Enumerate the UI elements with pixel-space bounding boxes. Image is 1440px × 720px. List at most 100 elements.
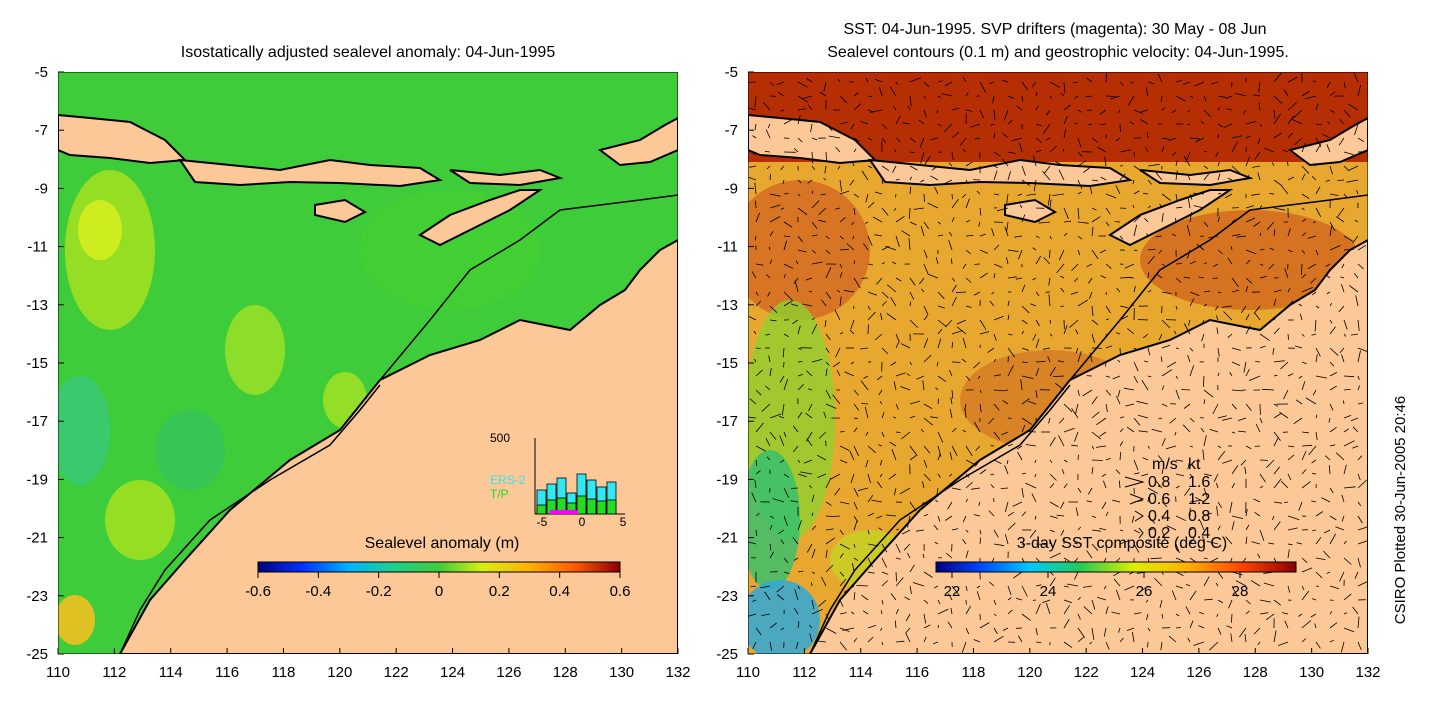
velocity-vector (860, 380, 869, 391)
velocity-vector (853, 103, 862, 111)
velocity-vector (1115, 137, 1121, 142)
velocity-vector (1031, 81, 1037, 88)
velocity-vector (874, 333, 883, 341)
velocity-vector (962, 263, 967, 269)
velocity-vector (1056, 514, 1065, 517)
velocity-vector (951, 487, 961, 491)
velocity-vector (1147, 248, 1156, 251)
velocity-vector (1105, 333, 1108, 338)
velocity-vector (1035, 360, 1046, 363)
velocity-vector (1021, 543, 1026, 546)
velocity-vector (959, 137, 967, 146)
velocity-vector (1105, 345, 1113, 349)
velocity-vector (1189, 445, 1194, 448)
velocity-vector (765, 385, 771, 391)
velocity-vector (1279, 411, 1289, 419)
velocity-vector (1111, 611, 1121, 615)
velocity-vector (1273, 327, 1280, 335)
velocity-vector (1280, 361, 1289, 370)
velocity-vector (1301, 165, 1310, 174)
velocity-vector (1189, 260, 1196, 265)
right-colorbar-label: 3-day SST composite (deg C) (1017, 535, 1227, 552)
velocity-vector (1252, 165, 1261, 168)
velocity-vector (1133, 151, 1135, 157)
velocity-vector (1007, 300, 1010, 307)
velocity-vector (978, 221, 981, 227)
velocity-vector (769, 319, 777, 322)
velocity-vector (755, 627, 762, 636)
velocity-vector (797, 459, 801, 463)
velocity-vector (879, 459, 883, 466)
velocity-vector (792, 536, 799, 545)
velocity-vector (1280, 480, 1289, 489)
velocity-vector (844, 371, 855, 377)
velocity-vector (1287, 527, 1298, 531)
velocity-vector (1034, 459, 1037, 464)
plotted-timestamp: CSIRO Plotted 30-Jun-2005 20:46 (1392, 396, 1409, 624)
velocity-vector (1343, 440, 1355, 447)
velocity-vector (783, 192, 789, 195)
velocity-vector (935, 387, 939, 391)
velocity-vector (1185, 606, 1191, 615)
velocity-vector (1312, 529, 1317, 532)
velocity-vector (1182, 81, 1191, 86)
velocity-vector (1273, 229, 1276, 237)
velocity-vector (1335, 452, 1345, 461)
velocity-vector (1343, 464, 1347, 475)
velocity-vector (749, 398, 757, 405)
velocity-vector (776, 594, 785, 601)
velocity-vector (1183, 156, 1191, 167)
velocity-vector (1227, 333, 1233, 339)
velocity-vector (1126, 426, 1135, 433)
velocity-vector (1340, 641, 1345, 653)
velocity-vector (1329, 245, 1341, 251)
velocity-vector (976, 591, 981, 601)
velocity-vector (1016, 105, 1023, 111)
velocity-vector (1007, 511, 1015, 517)
velocity-vector (805, 277, 813, 281)
velocity-vector (1141, 379, 1149, 391)
velocity-vector (1231, 465, 1239, 475)
velocity-vector (1353, 272, 1359, 279)
velocity-vector (1072, 81, 1079, 84)
velocity-vector (1048, 417, 1051, 424)
velocity-vector (1049, 95, 1052, 99)
velocity-vector (937, 80, 943, 83)
velocity-vector (867, 235, 873, 247)
velocity-vector (1161, 468, 1164, 475)
velocity-vector (1119, 305, 1128, 309)
velocity-vector (1021, 179, 1031, 186)
velocity-vector (1063, 232, 1068, 237)
velocity-vector (977, 375, 981, 379)
velocity-vector (1343, 540, 1347, 545)
velocity-vector (806, 543, 813, 553)
velocity-vector (1231, 135, 1243, 139)
velocity-vector (1042, 347, 1051, 350)
velocity-vector (976, 585, 981, 589)
left-xtick-label: 114 (159, 664, 183, 681)
velocity-vector (1329, 193, 1339, 196)
velocity-vector (801, 95, 813, 100)
velocity-vector (1021, 214, 1026, 223)
velocity-vector (1035, 91, 1038, 97)
velocity-vector (1307, 235, 1317, 239)
velocity-vector (1251, 193, 1261, 196)
velocity-legend-arrow (1138, 527, 1144, 539)
velocity-vector (1173, 330, 1177, 335)
velocity-vector (1077, 179, 1083, 190)
velocity-vector (1235, 580, 1247, 587)
velocity-vector (779, 435, 785, 447)
velocity-vector (837, 165, 841, 170)
velocity-vector (1175, 218, 1177, 223)
velocity-vector (1254, 511, 1261, 517)
velocity-vector (1021, 361, 1028, 363)
velocity-vector (766, 165, 771, 170)
velocity-vector (811, 151, 814, 164)
velocity-vector (790, 303, 799, 307)
velocity-vector (754, 182, 757, 195)
velocity-vector (1029, 529, 1037, 539)
velocity-vector (1077, 151, 1083, 157)
velocity-vector (1055, 382, 1065, 391)
velocity-vector (867, 529, 870, 535)
velocity-vector (973, 514, 981, 517)
